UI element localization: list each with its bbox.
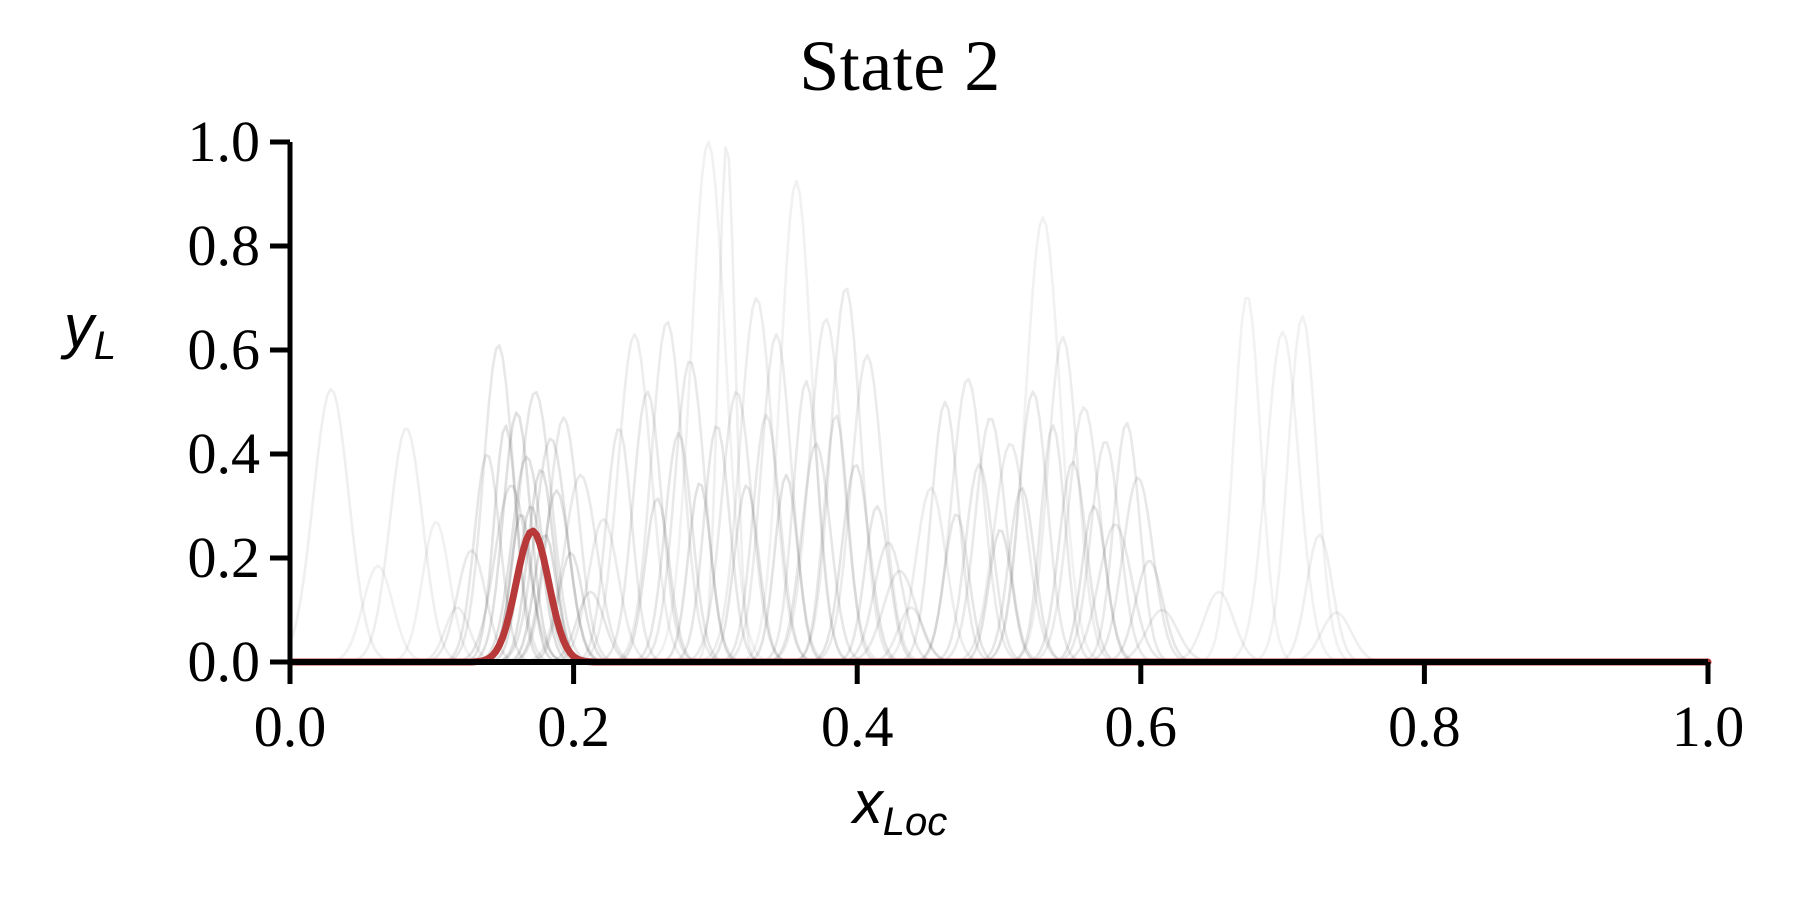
x-axis-label: xLoc xyxy=(0,768,1800,844)
y-axis-label-subscript: L xyxy=(93,324,117,368)
x-tick-label: 1.0 xyxy=(1671,694,1745,759)
y-tick-label: 0.6 xyxy=(187,317,261,382)
sample-kernel-curve xyxy=(288,140,1710,664)
axes-group xyxy=(270,139,1711,684)
x-tick-label: 0.8 xyxy=(1388,694,1461,759)
y-tick-label: 1.0 xyxy=(187,109,261,174)
y-tick-label: 0.2 xyxy=(187,525,261,590)
x-tick-label: 0.0 xyxy=(253,694,327,759)
y-tick-label: 0.0 xyxy=(187,629,261,694)
x-tick-label: 0.6 xyxy=(1104,694,1178,759)
sample-kernel-curve xyxy=(288,145,1710,664)
y-tick-label: 0.8 xyxy=(187,213,261,278)
y-tick-label: 0.4 xyxy=(187,421,261,486)
x-tick-label: 0.2 xyxy=(537,694,610,759)
y-axis-label: yL xyxy=(30,292,150,368)
x-axis-label-base: x xyxy=(852,769,883,836)
chart-title: State 2 xyxy=(799,26,1001,106)
y-axis-label-base: y xyxy=(63,293,94,360)
sample-curves-group xyxy=(288,140,1710,664)
x-tick-label: 0.4 xyxy=(820,694,894,759)
x-axis-label-subscript: Loc xyxy=(882,800,948,844)
